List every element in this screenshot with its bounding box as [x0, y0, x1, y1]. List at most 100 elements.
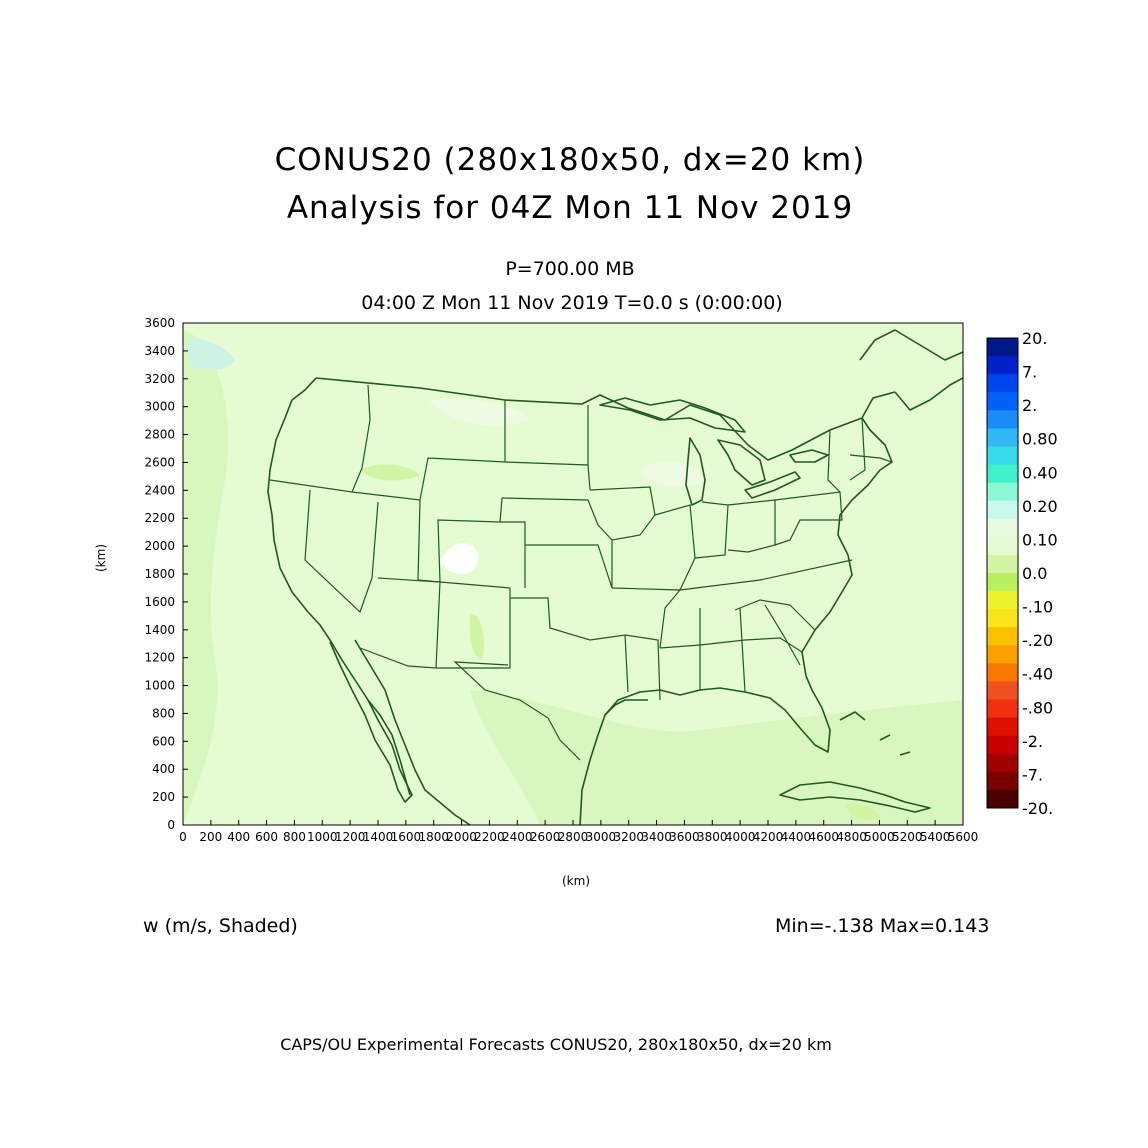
x-tick-label: 5000	[864, 830, 895, 844]
x-tick-label: 200	[199, 830, 222, 844]
lake-erie	[744, 471, 801, 499]
lake-superior	[599, 397, 746, 433]
x-tick-label: 4400	[781, 830, 812, 844]
x-tick-label: 3400	[641, 830, 672, 844]
colorbar-label: -.20	[1022, 631, 1053, 650]
colorbar-frame	[986, 337, 1019, 809]
gulf-coast	[604, 675, 831, 753]
us-canada-border	[315, 377, 896, 461]
colorbar-swatch	[987, 392, 1018, 411]
plot-subtitle: Analysis for 04Z Mon 11 Nov 2019	[286, 190, 854, 226]
colorbar-label: -.80	[1022, 698, 1053, 717]
x-axis-label: (km)	[562, 874, 591, 888]
y-tick-label: 2000	[144, 539, 175, 553]
x-tick-label: 1200	[335, 830, 366, 844]
footer-credit: CAPS/OU Experimental Forecasts CONUS20, …	[280, 1035, 832, 1054]
colorbar-swatch	[987, 536, 1018, 556]
colorbar-label: 2.	[1022, 396, 1037, 415]
x-tick-label: 2400	[502, 830, 533, 844]
colorbar-label: 0.40	[1022, 463, 1058, 482]
variable-label: w (m/s, Shaded)	[143, 915, 298, 937]
x-tick-label: 400	[227, 830, 250, 844]
mexico-coast	[354, 639, 471, 825]
colorbar-swatch	[987, 554, 1018, 574]
x-tick-label: 2200	[474, 830, 505, 844]
y-axis: 0 200 400 600 800 1000 1200 1400 1600 1800 2000 220…	[144, 316, 188, 832]
x-tick-label: 3600	[669, 830, 700, 844]
valid-time: 04:00 Z Mon 11 Nov 2019 T=0.0 s (0:00:00…	[361, 292, 783, 314]
cuba	[779, 781, 931, 813]
colorbar-swatch	[987, 717, 1018, 737]
colorbar-swatch	[987, 735, 1018, 755]
colorbar-label: 20.	[1022, 329, 1047, 348]
colorbar-swatch	[987, 789, 1018, 809]
y-tick-label: 600	[152, 734, 175, 748]
x-tick-label: 0	[179, 830, 187, 844]
lake-huron	[717, 439, 766, 486]
y-tick-label: 200	[152, 790, 175, 804]
y-tick-label: 3200	[144, 372, 175, 386]
colorbar-swatch	[987, 753, 1018, 773]
x-tick-label: 600	[255, 830, 278, 844]
colorbar-swatch	[987, 446, 1018, 466]
y-tick-label: 3400	[144, 344, 175, 358]
colorbar-swatch	[987, 681, 1018, 701]
colorbar-swatch	[987, 356, 1018, 375]
colorbar-label: -.40	[1022, 665, 1053, 684]
colorbar-swatch	[987, 374, 1018, 393]
colorbar-swatch	[987, 338, 1018, 357]
x-tick-label: 2000	[446, 830, 477, 844]
colorbar-swatch	[987, 573, 1018, 592]
colorbar-swatch	[987, 482, 1018, 502]
colorbar-label: -2.	[1022, 732, 1043, 751]
min-max-label: Min=-.138 Max=0.143	[775, 915, 990, 937]
colorbar-swatch	[987, 627, 1018, 646]
colorbar-swatch	[987, 699, 1018, 719]
y-tick-label: 3000	[144, 400, 175, 414]
x-tick-label: 1600	[391, 830, 422, 844]
colorbar-label: -7.	[1022, 765, 1043, 784]
colorbar-swatch	[987, 663, 1018, 682]
x-tick-label: 3000	[586, 830, 617, 844]
y-tick-label: 400	[152, 762, 175, 776]
west-coast	[267, 377, 411, 796]
shaded-field	[183, 330, 963, 825]
plot-title: CONUS20 (280x180x50, dx=20 km)	[274, 142, 866, 178]
colorbar-label: 0.80	[1022, 430, 1058, 449]
y-tick-label: 2400	[144, 483, 175, 497]
colorbar-label: 0.20	[1022, 497, 1058, 516]
x-tick-label: 3200	[613, 830, 644, 844]
x-tick-label: 5600	[948, 830, 979, 844]
x-tick-label: 4200	[753, 830, 784, 844]
lake-michigan	[685, 437, 706, 506]
baja-peninsula	[329, 641, 413, 803]
y-axis-label: (km)	[94, 543, 108, 572]
colorbar-swatch	[987, 771, 1018, 791]
colorbar-label: 7.	[1022, 363, 1037, 382]
colorbar-label: -.10	[1022, 598, 1053, 617]
east-coast	[801, 417, 893, 677]
colorbar-label: 0.10	[1022, 530, 1058, 549]
y-tick-label: 2800	[144, 428, 175, 442]
y-tick-label: 2600	[144, 455, 175, 469]
y-tick-label: 800	[152, 706, 175, 720]
y-tick-label: 2200	[144, 511, 175, 525]
x-tick-label: 1400	[363, 830, 394, 844]
colorbar: 20. 7. 2. 0.80 0.40 0.20 0.10 0.0 -.10 -.20 -.40 -.…	[986, 329, 1058, 818]
lake-ontario	[789, 449, 829, 463]
y-tick-label: 1000	[144, 679, 175, 693]
x-tick-label: 4800	[836, 830, 867, 844]
x-tick-label: 3800	[697, 830, 728, 844]
colorbar-label: -20.	[1022, 799, 1053, 818]
pressure-level: P=700.00 MB	[505, 258, 635, 280]
colorbar-swatch	[987, 428, 1018, 447]
x-tick-label: 5200	[892, 830, 923, 844]
y-tick-label: 0	[167, 818, 175, 832]
x-tick-label: 2800	[558, 830, 589, 844]
x-tick-label: 5400	[920, 830, 951, 844]
colorbar-swatch	[987, 518, 1018, 538]
colorbar-swatch	[987, 500, 1018, 520]
colorbar-swatch	[987, 410, 1018, 429]
x-tick-label: 1000	[307, 830, 338, 844]
colorbar-swatch	[987, 464, 1018, 484]
